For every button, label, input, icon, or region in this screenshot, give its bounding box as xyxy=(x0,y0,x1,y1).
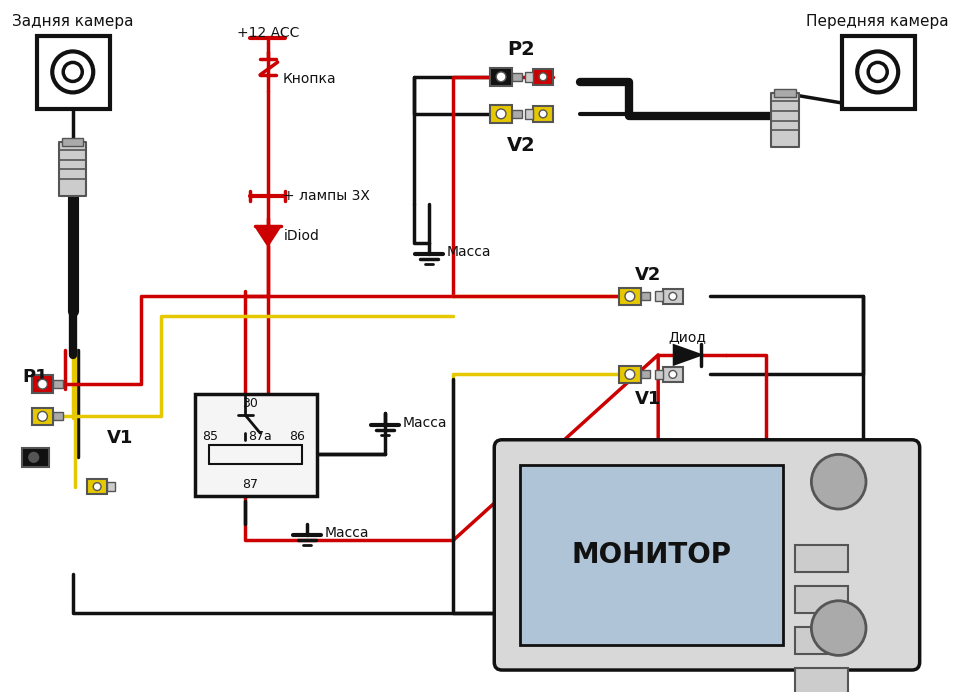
Bar xyxy=(534,69,553,85)
Circle shape xyxy=(540,73,547,80)
Bar xyxy=(640,293,650,300)
Bar xyxy=(22,447,49,467)
Bar xyxy=(62,139,84,146)
Bar xyxy=(195,394,317,496)
Text: P2: P2 xyxy=(507,40,535,59)
Circle shape xyxy=(496,72,506,82)
Text: P1: P1 xyxy=(22,368,48,386)
Bar xyxy=(795,668,849,695)
Text: Масса: Масса xyxy=(446,246,491,260)
Text: 87a: 87a xyxy=(249,430,272,443)
Circle shape xyxy=(37,379,47,389)
Circle shape xyxy=(29,452,38,462)
Text: 30: 30 xyxy=(243,397,258,410)
Bar xyxy=(656,291,663,301)
Circle shape xyxy=(868,62,887,81)
Text: V2: V2 xyxy=(636,266,661,284)
Text: Передняя камера: Передняя камера xyxy=(806,14,949,29)
Circle shape xyxy=(811,454,866,509)
FancyBboxPatch shape xyxy=(494,440,920,670)
Bar xyxy=(772,93,799,147)
Bar xyxy=(519,465,783,645)
Bar xyxy=(663,288,683,304)
Circle shape xyxy=(93,483,101,491)
Text: Кнопка: Кнопка xyxy=(282,72,336,86)
Bar xyxy=(775,90,796,97)
Circle shape xyxy=(625,291,635,301)
Bar xyxy=(525,109,534,119)
Text: 85: 85 xyxy=(203,430,219,443)
Bar xyxy=(87,479,107,494)
Text: 86: 86 xyxy=(289,430,305,443)
Text: Задняя камера: Задняя камера xyxy=(12,14,133,29)
Bar xyxy=(619,365,640,383)
Circle shape xyxy=(857,51,899,92)
Text: Масса: Масса xyxy=(402,416,447,430)
Bar xyxy=(53,380,63,388)
Bar xyxy=(525,72,534,82)
Circle shape xyxy=(37,412,47,421)
Bar xyxy=(107,482,114,491)
Bar xyxy=(795,627,849,655)
Bar xyxy=(656,370,663,379)
Bar xyxy=(619,288,640,305)
Bar xyxy=(640,370,650,378)
Bar xyxy=(36,36,109,109)
Text: Масса: Масса xyxy=(324,526,369,540)
Text: МОНИТОР: МОНИТОР xyxy=(571,541,732,569)
Bar xyxy=(534,106,553,122)
Circle shape xyxy=(63,62,83,81)
Text: 87: 87 xyxy=(243,478,258,491)
Bar xyxy=(53,412,63,420)
Polygon shape xyxy=(674,345,701,365)
Bar xyxy=(491,105,512,122)
Text: +12 ACC: +12 ACC xyxy=(237,26,300,40)
Bar xyxy=(795,586,849,613)
Bar xyxy=(32,407,53,425)
Bar xyxy=(491,68,512,85)
Bar xyxy=(32,375,53,393)
Text: V1: V1 xyxy=(107,429,133,447)
Circle shape xyxy=(52,51,93,92)
Bar xyxy=(842,36,915,109)
Polygon shape xyxy=(255,226,280,246)
Text: V1: V1 xyxy=(636,390,661,408)
Circle shape xyxy=(669,293,677,300)
Text: + лампы 3X: + лампы 3X xyxy=(282,189,370,203)
Bar xyxy=(795,545,849,573)
Bar xyxy=(60,142,86,196)
Circle shape xyxy=(625,370,635,379)
Text: V2: V2 xyxy=(507,136,536,155)
Bar xyxy=(512,110,521,118)
Bar xyxy=(663,367,683,382)
Circle shape xyxy=(669,370,677,378)
Circle shape xyxy=(811,601,866,655)
Text: Диод: Диод xyxy=(668,330,707,344)
Circle shape xyxy=(540,110,547,118)
Circle shape xyxy=(496,109,506,119)
Text: iDiod: iDiod xyxy=(283,229,320,243)
Bar xyxy=(512,73,521,80)
